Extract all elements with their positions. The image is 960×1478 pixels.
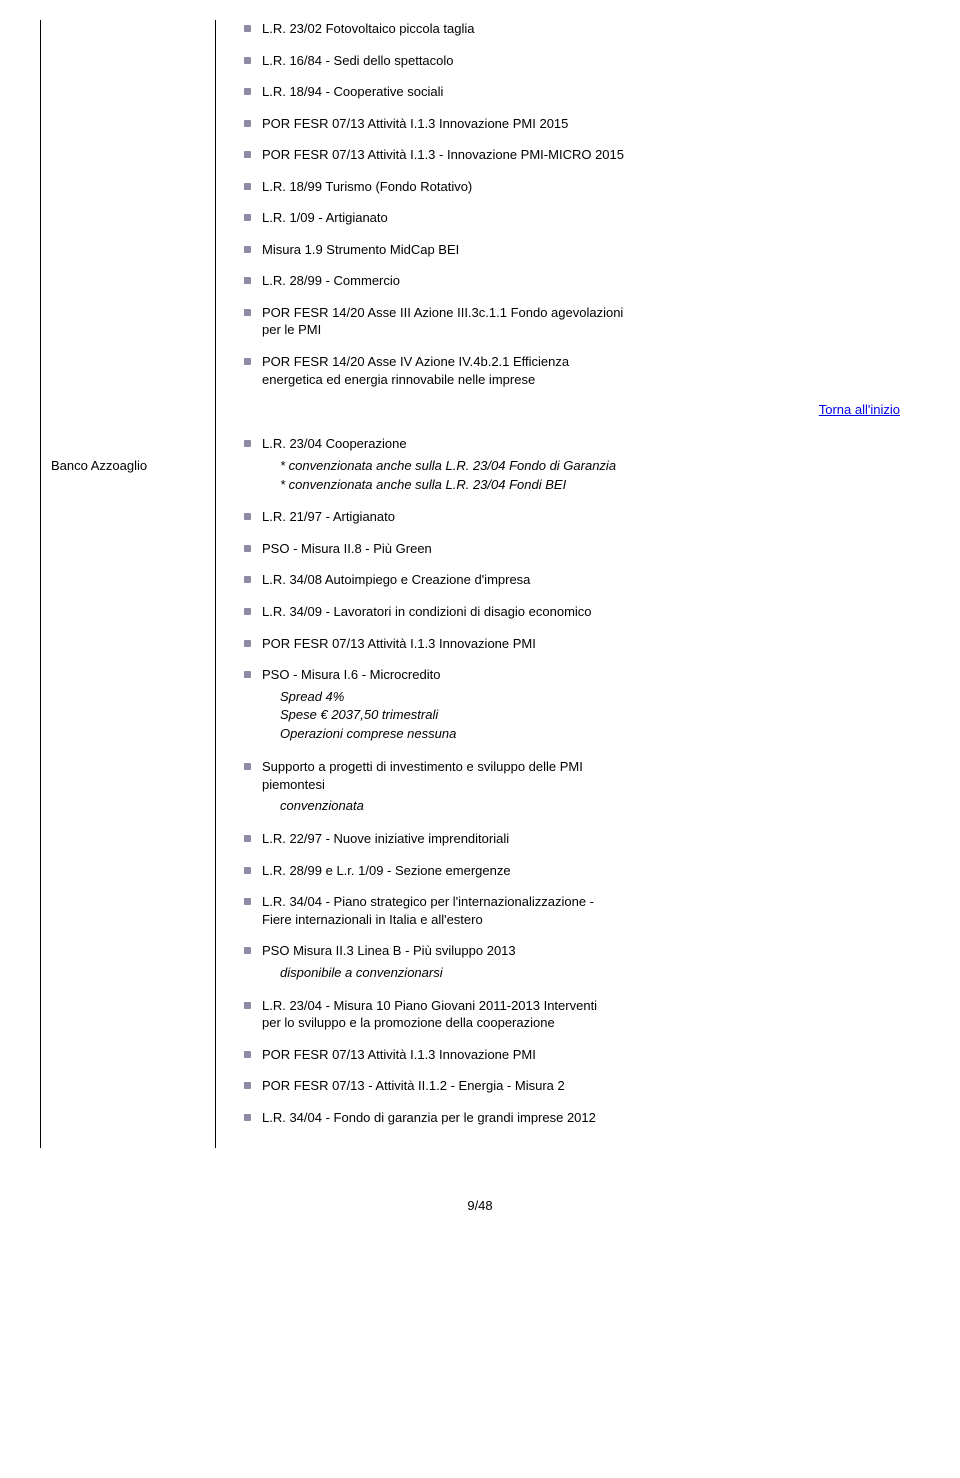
list-item-continuation: per lo sviluppo e la promozione della co… (244, 1014, 900, 1032)
list-item: L.R. 22/97 - Nuove iniziative imprendito… (244, 830, 900, 848)
list-item: L.R. 28/99 - Commercio (244, 272, 900, 290)
list-item: POR FESR 07/13 - Attività II.1.2 - Energ… (244, 1077, 900, 1095)
list-item: L.R. 18/99 Turismo (Fondo Rotativo) (244, 178, 900, 196)
list-section-2g: POR FESR 07/13 Attività I.1.3 Innovazion… (244, 1046, 900, 1127)
list-item: L.R. 34/08 Autoimpiego e Creazione d'imp… (244, 571, 900, 589)
list-item: POR FESR 14/20 Asse III Azione III.3c.1.… (244, 304, 900, 322)
list-item: POR FESR 07/13 Attività I.1.3 Innovazion… (244, 635, 900, 653)
list-section-2: L.R. 23/04 Cooperazione (244, 435, 900, 453)
list-item: POR FESR 07/13 Attività I.1.3 Innovazion… (244, 1046, 900, 1064)
list-item: L.R. 23/04 - Misura 10 Piano Giovani 201… (244, 997, 900, 1015)
item-note: disponibile a convenzionarsi (244, 964, 900, 983)
list-item-continuation: per le PMI (244, 321, 900, 339)
list-item: L.R. 28/99 e L.r. 1/09 - Sezione emergen… (244, 862, 900, 880)
item-note: convenzionata (244, 797, 900, 816)
list-item: PSO Misura II.3 Linea B - Più sviluppo 2… (244, 942, 900, 960)
list-item-continuation: energetica ed energia rinnovabile nelle … (244, 371, 900, 389)
list-item: PSO - Misura II.8 - Più Green (244, 540, 900, 558)
page-number: 9/48 (40, 1198, 920, 1213)
list-item: L.R. 1/09 - Artigianato (244, 209, 900, 227)
list-item: L.R. 23/04 Cooperazione (244, 435, 900, 453)
left-column: Banco Azzoaglio (41, 20, 216, 1148)
list-item: PSO - Misura I.6 - Microcredito (244, 666, 900, 684)
list-item-continuation: Fiere internazionali in Italia e all'est… (244, 911, 900, 929)
list-item: L.R. 34/04 - Piano strategico per l'inte… (244, 893, 900, 911)
list-item: POR FESR 14/20 Asse IV Azione IV.4b.2.1 … (244, 353, 900, 371)
list-item: L.R. 18/94 - Cooperative sociali (244, 83, 900, 101)
document-page: Banco Azzoaglio L.R. 23/02 Fotovoltaico … (40, 20, 920, 1148)
list-item: L.R. 16/84 - Sedi dello spettacolo (244, 52, 900, 70)
list-item: POR FESR 07/13 Attività I.1.3 - Innovazi… (244, 146, 900, 164)
list-item: Misura 1.9 Strumento MidCap BEI (244, 241, 900, 259)
list-item-continuation: piemontesi (244, 776, 900, 794)
list-item: POR FESR 07/13 Attività I.1.3 Innovazion… (244, 115, 900, 133)
list-item: Supporto a progetti di investimento e sv… (244, 758, 900, 776)
list-section-2e: PSO Misura II.3 Linea B - Più sviluppo 2… (244, 942, 900, 960)
bank-name: Banco Azzoaglio (51, 458, 205, 473)
list-item: L.R. 21/97 - Artigianato (244, 508, 900, 526)
list-section-2d: L.R. 22/97 - Nuove iniziative imprendito… (244, 830, 900, 911)
list-item: L.R. 23/02 Fotovoltaico piccola taglia (244, 20, 900, 38)
list-section-1: L.R. 23/02 Fotovoltaico piccola taglia L… (244, 20, 900, 321)
list-section-2b: L.R. 21/97 - Artigianato PSO - Misura II… (244, 508, 900, 683)
list-item: L.R. 34/09 - Lavoratori in condizioni di… (244, 603, 900, 621)
right-column: L.R. 23/02 Fotovoltaico piccola taglia L… (216, 20, 920, 1148)
list-section-1b: POR FESR 14/20 Asse IV Azione IV.4b.2.1 … (244, 353, 900, 371)
list-section-2c: Supporto a progetti di investimento e sv… (244, 758, 900, 776)
back-to-top-link[interactable]: Torna all'inizio (244, 402, 900, 417)
list-item: L.R. 34/04 - Fondo di garanzia per le gr… (244, 1109, 900, 1127)
list-section-2f: L.R. 23/04 - Misura 10 Piano Giovani 201… (244, 997, 900, 1015)
item-note: Spread 4% Spese € 2037,50 trimestrali Op… (244, 688, 900, 745)
item-note: * convenzionata anche sulla L.R. 23/04 F… (244, 457, 900, 495)
